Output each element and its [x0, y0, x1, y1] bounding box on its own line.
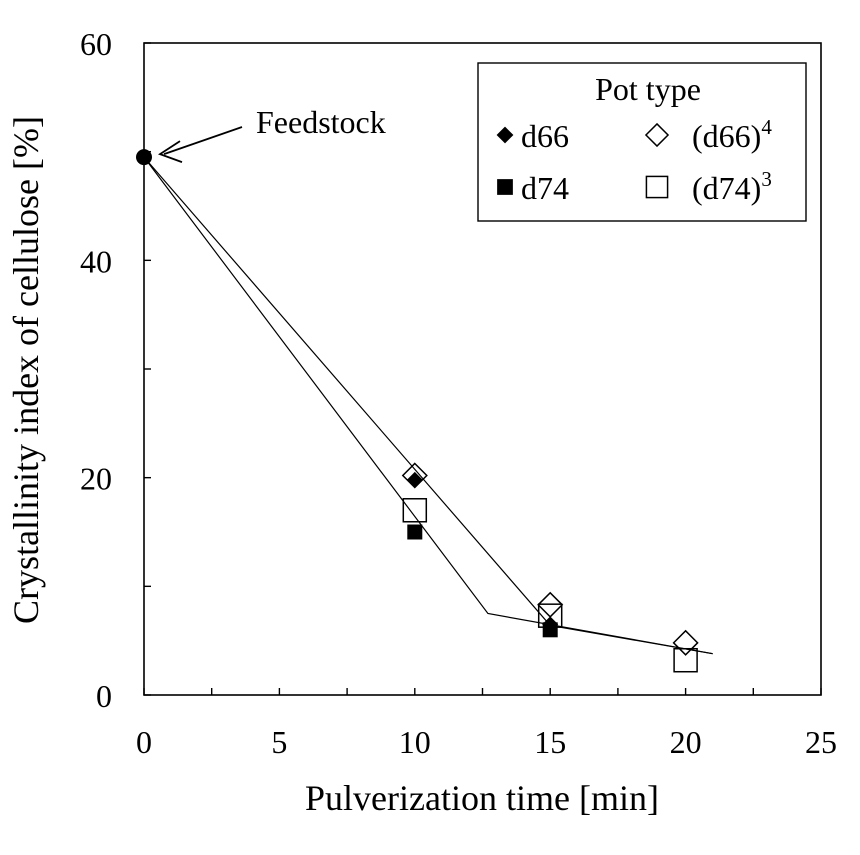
data-point-square-open [537, 603, 563, 628]
trend-line [143, 156, 713, 655]
legend-marker-diamond-open [644, 122, 670, 148]
y-tick-label: 0 [96, 678, 112, 714]
feedstock-arrow [157, 126, 243, 163]
trend-line [143, 156, 713, 655]
y-axis-label: Crystallinity index of cellulose [%] [6, 116, 46, 624]
x-tick-label: 0 [136, 724, 152, 760]
data-point-diamond-filled [406, 471, 423, 488]
data-point-square-open [673, 647, 698, 673]
data-point-diamond-open [401, 462, 428, 489]
legend-label: (d66)4 [692, 115, 772, 154]
x-tick-label: 15 [534, 724, 566, 760]
y-tick-label: 20 [80, 461, 112, 497]
data-point-square-filled [542, 622, 558, 638]
arrow-head [157, 140, 183, 163]
legend-label-superscript: 4 [761, 115, 772, 139]
legend-marker-square-open [645, 175, 669, 199]
legend-label: d66 [521, 118, 569, 154]
y-tick-label: 60 [80, 26, 112, 62]
arrow-shaft [163, 126, 243, 155]
data-point-diamond-open [672, 629, 699, 656]
legend-label: d74 [521, 170, 569, 206]
data-point-square-open [402, 498, 428, 523]
legend-title: Pot type [595, 71, 701, 107]
legend: Pot type d66 (d66)4 d74 (d74)3 [477, 62, 807, 222]
x-tick-label: 10 [399, 724, 431, 760]
x-axis-label: Pulverization time [min] [305, 778, 659, 818]
legend-box [477, 62, 807, 222]
legend-label: (d74)3 [692, 167, 772, 206]
x-tick-label: 5 [271, 724, 287, 760]
legend-marker-diamond-filled [496, 126, 514, 144]
feedstock-annotation: Feedstock [256, 104, 386, 140]
legend-label-superscript: 3 [761, 167, 772, 191]
legend-marker-square-filled [497, 179, 513, 195]
data-point-square-filled [407, 524, 423, 540]
x-tick-label: 25 [805, 724, 837, 760]
data-point-diamond-open [537, 591, 564, 618]
feedstock-point [136, 149, 152, 166]
x-tick-label: 20 [670, 724, 702, 760]
y-tick-label: 40 [80, 243, 112, 279]
